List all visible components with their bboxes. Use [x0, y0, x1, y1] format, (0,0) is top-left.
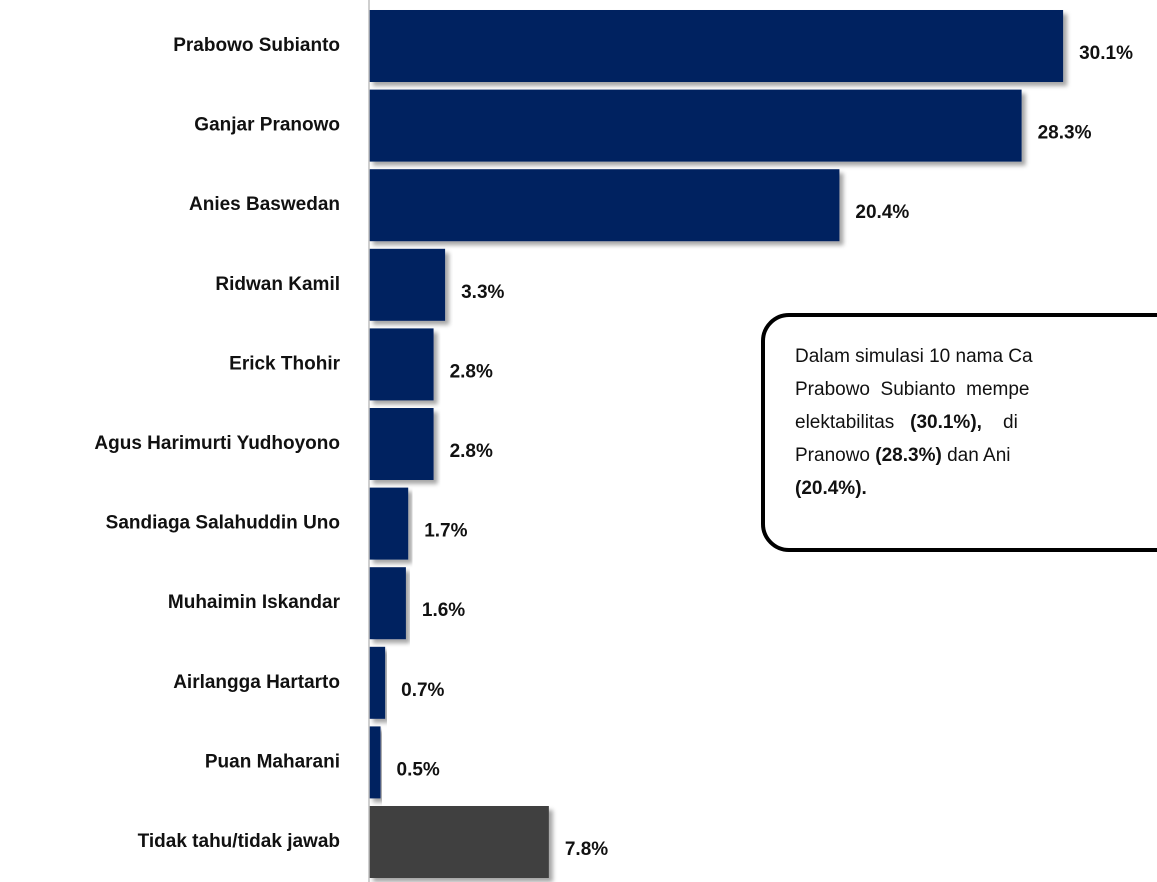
category-label: Ganjar Pranowo	[194, 115, 340, 136]
bar	[369, 10, 1064, 82]
category-label: Muhaimin Iskandar	[168, 592, 341, 613]
category-label: Tidak tahu/tidak jawab	[138, 831, 340, 852]
annotation-line: elektabilitas (30.1%), di	[795, 412, 1018, 433]
annotation-text: Prabowo Subianto mempe	[795, 379, 1029, 400]
value-label: 1.6%	[422, 600, 465, 621]
value-label: 2.8%	[450, 441, 493, 462]
bar	[369, 646, 386, 719]
value-label: 1.7%	[424, 521, 467, 542]
annotation-text: (30.1%),	[910, 412, 982, 433]
category-label: Ridwan Kamil	[215, 274, 340, 295]
bar	[369, 408, 434, 480]
bar	[369, 806, 549, 878]
annotation-line: Pranowo (28.3%) dan Ani	[795, 445, 1010, 466]
annotation-line: Prabowo Subianto mempe	[795, 379, 1029, 400]
category-label: Sandiaga Salahuddin Uno	[106, 513, 340, 534]
bar	[369, 248, 446, 321]
annotation-box	[761, 313, 1157, 552]
annotation-text: Pranowo	[795, 445, 875, 466]
annotation-line: (20.4%).	[795, 478, 867, 499]
value-label: 2.8%	[450, 361, 493, 382]
value-label: 7.8%	[565, 839, 608, 860]
bars: Prabowo Subianto 30.1% Ganjar Pranowo 28.3%…	[94, 10, 1133, 878]
category-label: Prabowo Subianto	[173, 35, 340, 56]
category-label: Anies Baswedan	[189, 194, 340, 215]
value-label: 30.1%	[1079, 43, 1133, 64]
value-label: 0.5%	[397, 759, 440, 780]
bar	[369, 487, 409, 560]
value-label: 20.4%	[855, 202, 909, 223]
bar	[369, 726, 381, 799]
category-label: Puan Maharani	[205, 751, 340, 772]
annotation-text: Dalam simulasi 10 nama Ca	[795, 346, 1033, 367]
annotation-text: di	[982, 412, 1018, 433]
bar	[369, 328, 434, 401]
value-label: 28.3%	[1038, 123, 1092, 144]
category-label: Erick Thohir	[229, 353, 340, 374]
bar	[369, 169, 840, 242]
category-label: Airlangga Hartarto	[173, 672, 340, 693]
annotation-text: (20.4%).	[795, 478, 867, 499]
value-label: 3.3%	[461, 282, 504, 303]
value-label: 0.7%	[401, 680, 444, 701]
annotation: Dalam simulasi 10 nama Ca Prabowo Subiant…	[795, 346, 1033, 499]
annotation-text: elektabilitas	[795, 412, 910, 433]
annotation-text: (28.3%)	[875, 445, 942, 466]
bar	[369, 89, 1022, 162]
annotation-line: Dalam simulasi 10 nama Ca	[795, 346, 1033, 367]
category-label: Agus Harimurti Yudhoyono	[94, 433, 340, 454]
annotation-text: dan Ani	[942, 445, 1011, 466]
bar	[369, 567, 406, 640]
